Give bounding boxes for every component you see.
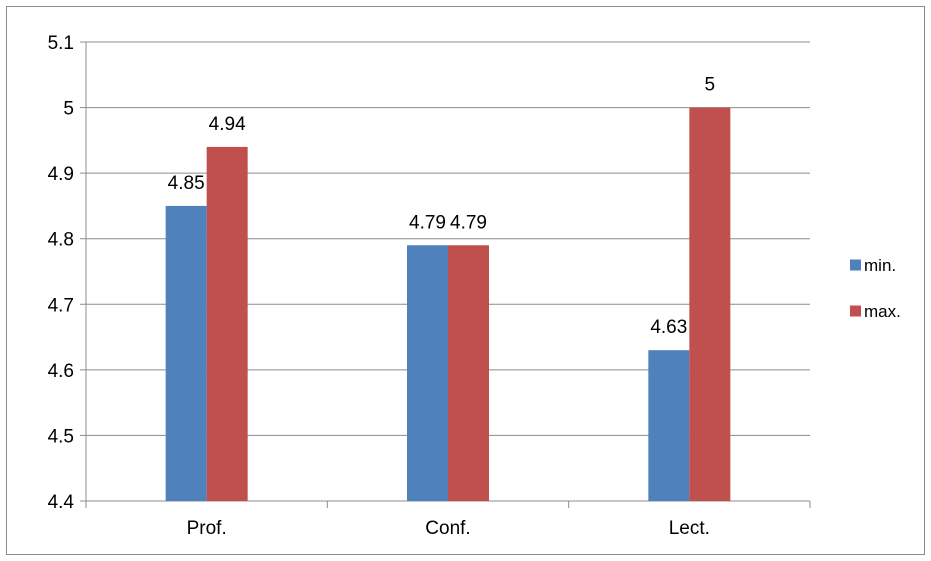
y-tick-label: 4.6 bbox=[48, 361, 74, 382]
y-axis: 4.4 4.5 4.6 4.7 4.8 4.9 5 5.1 bbox=[48, 33, 87, 513]
bar-min-prof bbox=[165, 205, 207, 501]
bar-max-prof bbox=[206, 146, 248, 501]
data-label: 5 bbox=[705, 75, 716, 96]
data-label: 4.63 bbox=[650, 317, 687, 338]
bar-min-conf bbox=[407, 245, 448, 501]
y-tick-label: 5.1 bbox=[48, 33, 74, 54]
data-label: 4.79 bbox=[409, 212, 446, 233]
bar-min-lect bbox=[648, 350, 690, 501]
x-axis: Prof. Conf. Lect. bbox=[85, 500, 811, 539]
legend-swatch bbox=[850, 259, 861, 271]
legend: min. max. bbox=[850, 256, 901, 321]
bars bbox=[165, 107, 731, 502]
x-tick-label: Lect. bbox=[669, 518, 710, 539]
x-tick-label: Conf. bbox=[425, 518, 470, 539]
y-tick-label: 4.9 bbox=[48, 164, 74, 185]
y-tick-label: 4.8 bbox=[48, 230, 74, 251]
y-tick-label: 5 bbox=[63, 99, 74, 120]
x-tick-label: Prof. bbox=[187, 518, 227, 539]
bar-max-lect bbox=[689, 107, 731, 502]
data-label: 4.85 bbox=[168, 173, 205, 194]
legend-label: max. bbox=[864, 302, 901, 321]
data-label: 4.94 bbox=[209, 114, 246, 135]
legend-swatch bbox=[850, 305, 861, 317]
bar-max-conf bbox=[448, 245, 489, 501]
y-tick-label: 4.4 bbox=[48, 492, 75, 513]
y-tick-label: 4.7 bbox=[48, 295, 74, 316]
legend-label: min. bbox=[864, 256, 896, 275]
y-tick-label: 4.5 bbox=[48, 426, 74, 447]
data-labels: 4.85 4.94 4.79 4.79 4.63 5 bbox=[168, 75, 715, 339]
data-label: 4.79 bbox=[450, 212, 487, 233]
